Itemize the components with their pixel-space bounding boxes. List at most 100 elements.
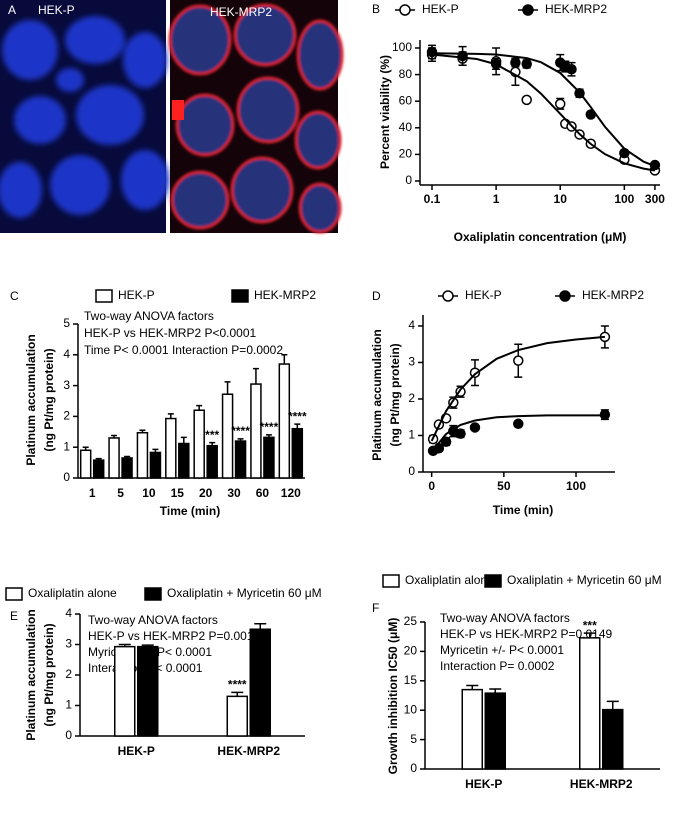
legend-label: Oxaliplatin alone [28, 586, 117, 600]
y-axis-label: Platinum accumulation [24, 334, 38, 465]
y-tick-label: 20 [399, 147, 413, 161]
legend-swatch [382, 574, 400, 588]
bar [121, 457, 133, 479]
panel-label: D [372, 289, 381, 303]
x-tick-label: 5 [117, 486, 124, 500]
x-tick-label: HEK-P [118, 744, 155, 758]
error-bar [489, 688, 502, 694]
y-tick-label: 4 [408, 318, 415, 332]
data-point [440, 436, 452, 447]
bar [263, 436, 275, 479]
bar [249, 628, 271, 737]
data-point [554, 98, 566, 110]
bar [602, 708, 624, 770]
y-tick-label: 4 [65, 606, 72, 620]
significance-label: *** [583, 618, 597, 632]
bar [137, 645, 159, 737]
fit-curve [431, 53, 656, 172]
annotation: Two-way ANOVA factors [440, 611, 570, 625]
x-tick-label: 1 [493, 192, 500, 206]
error-bar [95, 457, 102, 461]
x-tick-label: 30 [227, 486, 241, 500]
y-tick-label: 0 [65, 728, 72, 742]
error-bar [82, 446, 89, 451]
bar [165, 417, 177, 479]
y-axis-label: (ng Pt/mg protein) [388, 343, 402, 446]
y-axis-label: Platinum accumulation [370, 329, 384, 460]
significance-label: **** [231, 424, 250, 438]
image-label: HEK-MRP2 [210, 5, 272, 19]
bar [114, 645, 136, 737]
data-point [469, 367, 481, 378]
fit-curve [430, 414, 605, 453]
x-tick-label: 100 [614, 192, 634, 206]
panel-label: C [10, 289, 19, 303]
data-point [566, 64, 577, 75]
annotation: Myricetin +/- P< 0.0001 [440, 643, 564, 657]
data-point [513, 355, 524, 366]
annotation: Two-way ANOVA factors [84, 309, 214, 323]
error-bar [118, 643, 131, 647]
legend-swatch [231, 289, 249, 303]
bar [136, 431, 149, 479]
x-tick-label: HEK-MRP2 [570, 777, 633, 791]
error-bar [466, 684, 479, 690]
panel-label: F [372, 601, 379, 615]
bar [108, 437, 120, 479]
y-tick-label: 1 [63, 439, 70, 453]
y-tick-label: 100 [392, 40, 412, 54]
error-bar [111, 434, 118, 438]
x-axis-label: Time (min) [160, 504, 220, 518]
annotation: HEK-P vs HEK-MRP2 P<0.0001 [84, 326, 257, 340]
x-tick-label: HEK-P [465, 777, 502, 791]
bar [178, 442, 190, 479]
nuclei-left [0, 16, 169, 218]
y-tick-label: 5 [63, 316, 70, 330]
error-bar [265, 434, 272, 438]
bright-spot [172, 100, 184, 120]
error-bar [294, 423, 301, 429]
error-bar [196, 404, 203, 411]
data-point [513, 418, 524, 430]
annotation: Time P< 0.0001 Interaction P=0.0002 [84, 343, 283, 357]
y-tick-label: 3 [65, 637, 72, 651]
legend-label: HEK-MRP2 [254, 288, 316, 302]
error-bar [152, 448, 159, 453]
panel-label: E [10, 609, 18, 623]
error-bar [139, 429, 146, 433]
data-point [455, 428, 466, 439]
y-tick-label: 0 [405, 173, 412, 187]
y-tick-label: 3 [408, 355, 415, 369]
error-bar [124, 455, 131, 458]
data-point [521, 58, 532, 70]
error-bar [231, 691, 244, 697]
y-tick-label: 80 [399, 67, 413, 81]
y-tick-label: 1 [65, 698, 72, 712]
x-tick-label: 10 [142, 486, 156, 500]
y-tick-label: 10 [404, 702, 418, 716]
x-tick-label: 0.1 [424, 192, 441, 206]
x-tick-label: 1 [89, 486, 96, 500]
error-bar [281, 354, 288, 365]
y-tick-label: 0 [408, 464, 415, 478]
legend-label: Oxaliplatin alone [405, 573, 494, 587]
x-tick-label: 50 [497, 479, 511, 493]
significance-label: **** [260, 420, 279, 434]
legend-label: Oxaliplatin + Myricetin 60 μM [507, 573, 662, 587]
legend-label: HEK-P [422, 2, 459, 16]
y-tick-label: 2 [65, 667, 72, 681]
error-bar [167, 413, 174, 419]
y-tick-label: 20 [404, 644, 418, 658]
significance-label: **** [228, 678, 247, 692]
legend-swatch [399, 4, 411, 16]
bar [193, 409, 205, 479]
x-axis-label: Time (min) [493, 503, 553, 517]
y-tick-label: 3 [63, 378, 70, 392]
error-bar [237, 438, 244, 442]
y-tick-label: 0 [410, 761, 417, 775]
y-tick-label: 0 [63, 470, 70, 484]
error-bar [252, 367, 259, 385]
fit-curve [430, 335, 605, 442]
legend-label: HEK-P [118, 288, 155, 302]
